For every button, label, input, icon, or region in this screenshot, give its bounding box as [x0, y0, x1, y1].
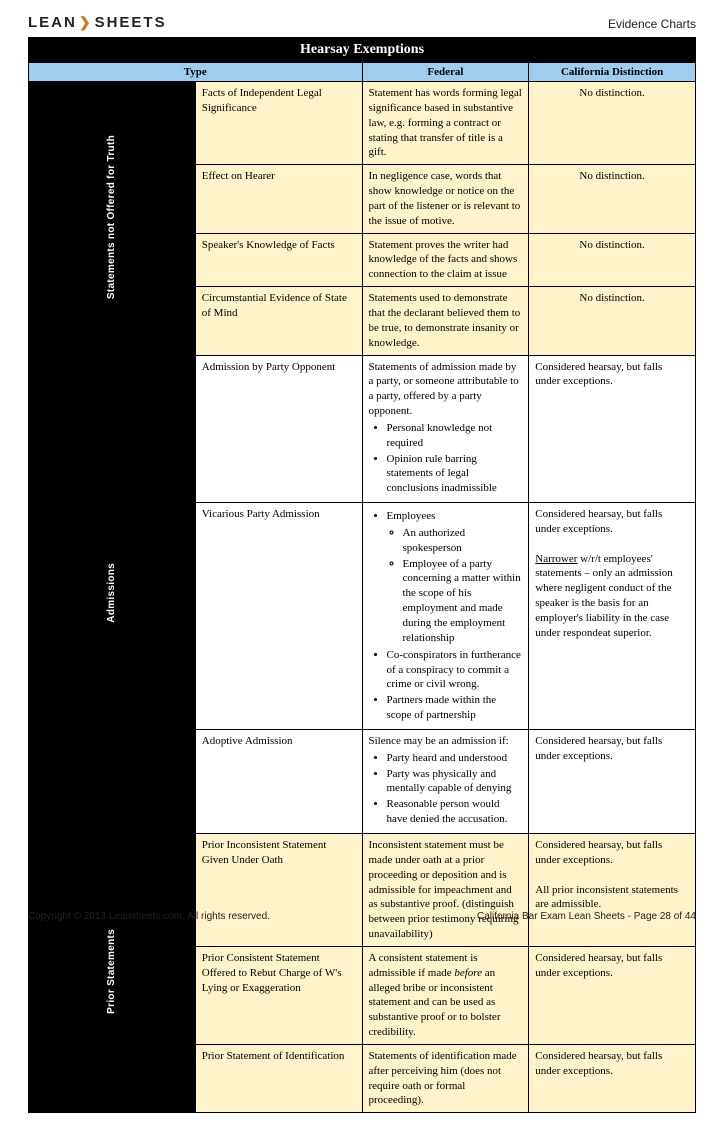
- doc-label: Evidence Charts: [608, 17, 696, 31]
- table-title-row: Hearsay Exemptions: [29, 38, 696, 63]
- section-label: Prior Statements: [29, 833, 196, 1112]
- cell-california: No distinction.: [529, 287, 696, 355]
- page-footer: Copyright © 2013 Leansheets.com. All rig…: [28, 911, 696, 922]
- brand-logo: LEAN ❯ SHEETS: [28, 14, 167, 31]
- cell-california: Considered hearsay, but falls under exce…: [529, 833, 696, 946]
- cell-california: No distinction.: [529, 233, 696, 287]
- cell-federal: Statements of identification made after …: [362, 1044, 529, 1112]
- cell-federal: Statements of admission made by a party,…: [362, 355, 529, 503]
- table-row: Prior StatementsPrior Inconsistent State…: [29, 833, 696, 946]
- cell-federal: Statements used to demonstrate that the …: [362, 287, 529, 355]
- cell-type: Effect on Hearer: [195, 165, 362, 233]
- cell-federal: Statement proves the writer had knowledg…: [362, 233, 529, 287]
- cell-federal: A consistent statement is admissible if …: [362, 946, 529, 1044]
- hearsay-table: Hearsay Exemptions Type Federal Californ…: [28, 37, 696, 1113]
- cell-type: Facts of Independent Legal Significance: [195, 82, 362, 165]
- brand-right: SHEETS: [95, 14, 167, 31]
- section-label: Statements not Offered for Truth: [29, 82, 196, 356]
- cell-type: Admission by Party Opponent: [195, 355, 362, 503]
- flame-icon: ❯: [79, 14, 93, 31]
- table-row: Statements not Offered for TruthFacts of…: [29, 82, 696, 165]
- cell-federal: In negligence case, words that show know…: [362, 165, 529, 233]
- cell-type: Circumstantial Evidence of State of Mind: [195, 287, 362, 355]
- cell-california: Considered hearsay, but falls under exce…: [529, 503, 696, 730]
- col-type: Type: [29, 63, 363, 82]
- table-header-row: Type Federal California Distinction: [29, 63, 696, 82]
- cell-california: Considered hearsay, but falls under exce…: [529, 729, 696, 833]
- cell-type: Prior Statement of Identification: [195, 1044, 362, 1112]
- cell-type: Speaker's Knowledge of Facts: [195, 233, 362, 287]
- brand-left: LEAN: [28, 14, 77, 31]
- cell-federal: EmployeesAn authorized spokespersonEmplo…: [362, 503, 529, 730]
- cell-california: Considered hearsay, but falls under exce…: [529, 355, 696, 503]
- cell-california: Considered hearsay, but falls under exce…: [529, 1044, 696, 1112]
- cell-california: No distinction.: [529, 82, 696, 165]
- table-title: Hearsay Exemptions: [29, 38, 696, 63]
- cell-type: Prior Inconsistent Statement Given Under…: [195, 833, 362, 946]
- cell-federal: Statement has words forming legal signif…: [362, 82, 529, 165]
- cell-federal: Silence may be an admission if:Party hea…: [362, 729, 529, 833]
- cell-type: Vicarious Party Admission: [195, 503, 362, 730]
- col-california: California Distinction: [529, 63, 696, 82]
- page-header: LEAN ❯ SHEETS Evidence Charts: [28, 14, 696, 31]
- section-label: Admissions: [29, 355, 196, 833]
- footer-copyright: Copyright © 2013 Leansheets.com. All rig…: [28, 911, 270, 922]
- cell-type: Adoptive Admission: [195, 729, 362, 833]
- cell-california: No distinction.: [529, 165, 696, 233]
- col-federal: Federal: [362, 63, 529, 82]
- cell-federal: Inconsistent statement must be made unde…: [362, 833, 529, 946]
- cell-type: Prior Consistent Statement Offered to Re…: [195, 946, 362, 1044]
- table-row: AdmissionsAdmission by Party OpponentSta…: [29, 355, 696, 503]
- footer-pagenum: California Bar Exam Lean Sheets - Page 2…: [477, 911, 696, 922]
- cell-california: Considered hearsay, but falls under exce…: [529, 946, 696, 1044]
